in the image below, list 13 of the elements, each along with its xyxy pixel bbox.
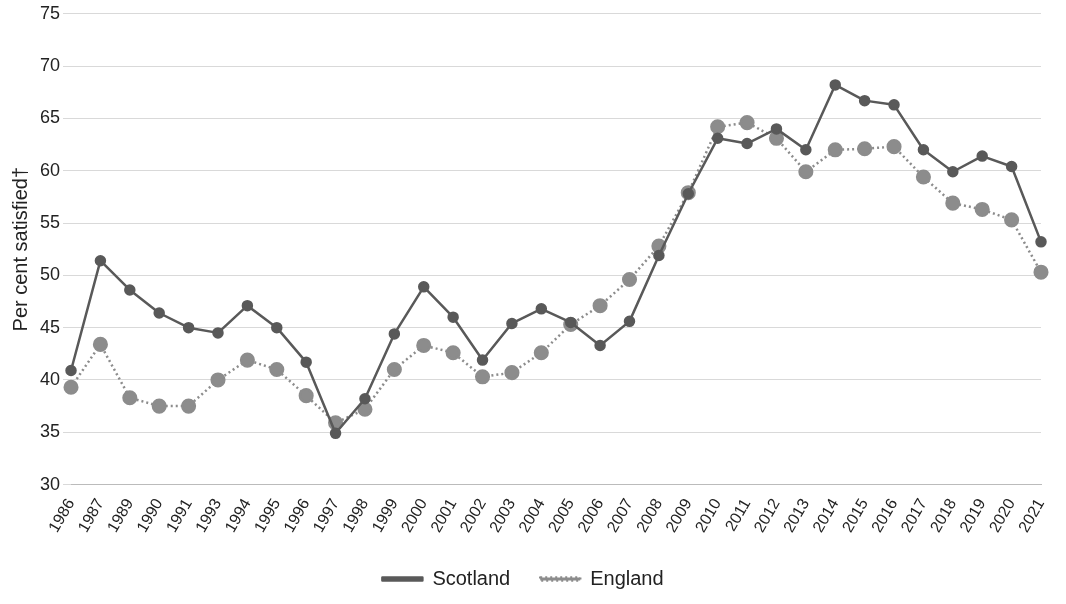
y-tick-label: 50 <box>39 264 61 285</box>
legend-label: England <box>590 566 664 589</box>
y-tick-label: 75 <box>39 2 61 23</box>
y-tick-label: 35 <box>39 421 61 442</box>
y-tick-label: 45 <box>39 316 61 337</box>
y-tick-label: 55 <box>39 212 61 232</box>
y-tick-label: 60 <box>39 159 61 180</box>
y-tick-label: 40 <box>39 368 61 389</box>
legend-label: Scotland <box>432 566 511 589</box>
y-tick-label: 65 <box>39 107 61 128</box>
y-tick-label: 70 <box>39 55 61 76</box>
y-tick-label: 30 <box>39 473 61 494</box>
y-axis-title: Per cent satisfied† <box>8 166 31 332</box>
